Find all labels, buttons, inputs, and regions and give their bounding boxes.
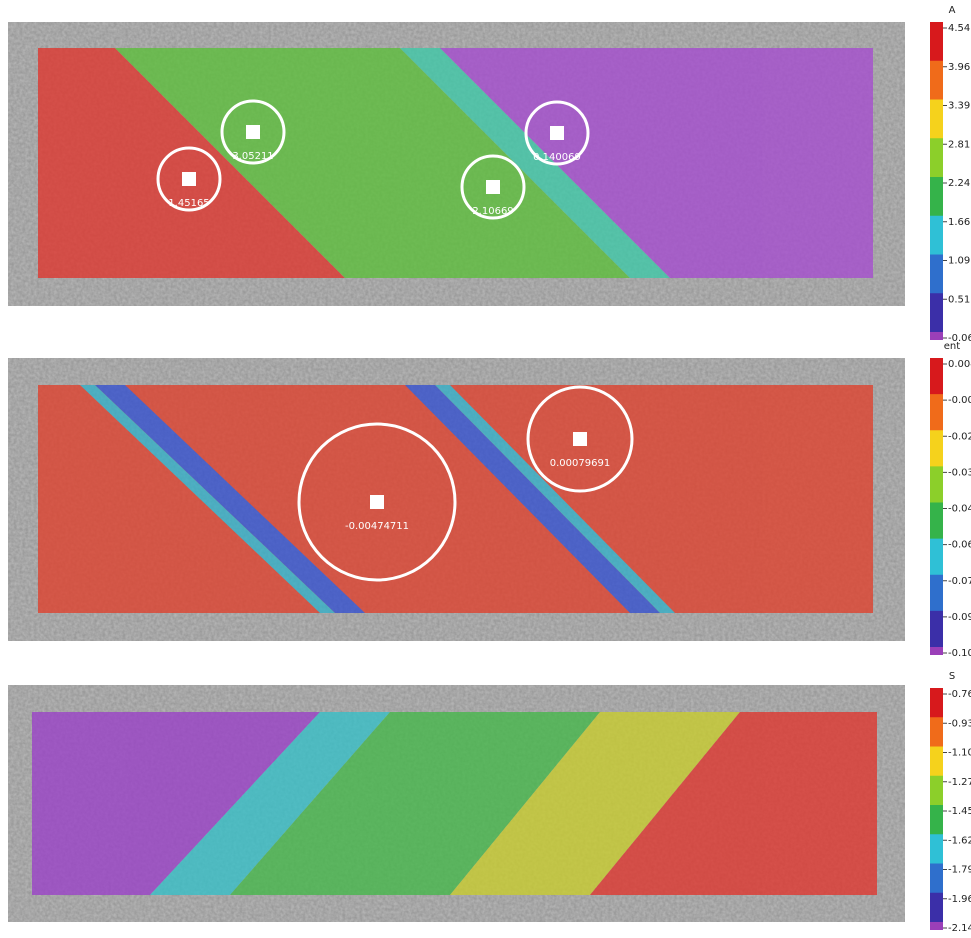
probe-value: 3.05211 bbox=[232, 151, 273, 162]
contour-region bbox=[38, 48, 345, 278]
colorbar-segment bbox=[930, 922, 943, 930]
colorbar-tick-label: -1.795 bbox=[948, 865, 971, 876]
colorbar-label: ent bbox=[944, 341, 960, 352]
colorbar-segment bbox=[930, 746, 943, 777]
colorbar-segment bbox=[930, 332, 943, 340]
probe-marker bbox=[550, 126, 564, 140]
colorbar-tick-label: 0.515 bbox=[948, 294, 971, 305]
colorbar-tick-label: 2.815 bbox=[948, 139, 971, 150]
contour-overlay bbox=[32, 712, 877, 895]
contour-region bbox=[95, 385, 365, 613]
colorbar-segment bbox=[930, 610, 943, 648]
colorbar-tick-label: -1.2775 bbox=[948, 777, 971, 788]
colorbar-segment bbox=[930, 775, 943, 806]
colorbar-tick-label: -0.9325 bbox=[948, 718, 971, 729]
colorbar-tick-label: -1.6225 bbox=[948, 835, 971, 846]
contour-region bbox=[405, 385, 660, 613]
contour-region bbox=[450, 712, 740, 895]
colorbar-segment bbox=[930, 394, 943, 432]
colorbar-segment bbox=[930, 805, 943, 836]
colorbar-tick-label: 1.665 bbox=[948, 217, 971, 228]
colorbar-tick-label: -1.45 bbox=[948, 806, 971, 817]
colorbar-tick-label: 3.39 bbox=[948, 101, 970, 112]
probe-marker bbox=[573, 432, 587, 446]
colorbar-segment bbox=[930, 22, 943, 62]
colorbar-segment bbox=[930, 138, 943, 178]
contour-region bbox=[440, 48, 873, 278]
contour-region bbox=[115, 48, 630, 278]
colorbar-segment bbox=[930, 834, 943, 865]
contour-region bbox=[230, 712, 600, 895]
colorbar-tick-label: -0.0495 bbox=[948, 504, 971, 515]
colorbar-tick-label: 2.24 bbox=[948, 178, 970, 189]
colorbar-tick-label: -0.036 bbox=[948, 467, 971, 478]
colorbar-label: S bbox=[949, 671, 955, 682]
probe-value: 0.00079691 bbox=[550, 458, 610, 469]
probe-circle bbox=[220, 99, 286, 165]
colorbar-tick-label: -0.0225 bbox=[948, 431, 971, 442]
colorbar-segment bbox=[930, 358, 943, 396]
probe-marker bbox=[370, 495, 384, 509]
colorbar-segment bbox=[930, 688, 943, 719]
colorbar-segment bbox=[930, 430, 943, 468]
colorbar-tick-label: 1.09 bbox=[948, 256, 970, 267]
contour-region bbox=[80, 385, 335, 613]
contour-region bbox=[400, 48, 670, 278]
probe-marker bbox=[246, 125, 260, 139]
contour-region bbox=[32, 712, 320, 895]
colorbar-tick-label: -1.9675 bbox=[948, 894, 971, 905]
contour-region bbox=[150, 712, 390, 895]
colorbar-segment bbox=[930, 863, 943, 894]
colorbar-segment bbox=[930, 254, 943, 295]
colorbar-tick-label: -2.14 bbox=[948, 923, 971, 934]
probe-circle bbox=[460, 154, 526, 220]
colorbar-segment bbox=[930, 293, 943, 333]
probe-circle bbox=[526, 385, 634, 493]
probe-circle bbox=[524, 100, 590, 166]
probe-value: -0.00474711 bbox=[345, 521, 409, 532]
colorbar-tick-label: -0.063 bbox=[948, 540, 971, 551]
colorbar-tick-label: 3.965 bbox=[948, 62, 971, 73]
colorbar-segment bbox=[930, 892, 943, 923]
colorbar-segment bbox=[930, 466, 943, 504]
panel: S -0.76 -0.9325 -1.105 -1.2775 -1.45 -1.6225 -1… bbox=[8, 671, 971, 934]
colorbar-tick-label: -0.76 bbox=[948, 689, 971, 700]
probe-marker bbox=[486, 180, 500, 194]
colorbar-tick-label: -0.1035 bbox=[948, 648, 971, 659]
probe-circle bbox=[297, 422, 457, 582]
colorbar-tick-label: -0.06 bbox=[948, 333, 971, 344]
probe-value: 1.45165 bbox=[168, 198, 209, 209]
colorbar-segment bbox=[930, 538, 943, 576]
probe-circle bbox=[156, 146, 222, 212]
probe-value: 2.10669 bbox=[472, 206, 513, 217]
colorbar-segment bbox=[930, 647, 943, 655]
colorbar-tick-label: 4.54 bbox=[948, 23, 970, 34]
colorbar-segment bbox=[930, 215, 943, 256]
colorbar-segment bbox=[930, 574, 943, 612]
panel: 1.45165 3.05211 2.10669 0.140069 A 4.54 3.965 3… bbox=[8, 5, 971, 344]
contour-region bbox=[435, 385, 675, 613]
colorbar-segment bbox=[930, 177, 943, 217]
colorbar-segment bbox=[930, 99, 943, 140]
colorbar-segment bbox=[930, 502, 943, 540]
colorbar-tick-label: -0.009 bbox=[948, 395, 971, 406]
colorbar-segment bbox=[930, 60, 943, 101]
probe-marker bbox=[182, 172, 196, 186]
colorbar-tick-label: -0.09 bbox=[948, 612, 971, 623]
contour-region bbox=[590, 712, 877, 895]
panel: -0.00474711 0.00079691 ent 0.0045 -0.009 -0.0… bbox=[8, 341, 971, 659]
colorbar-label: A bbox=[949, 5, 956, 16]
colorbar-tick-label: -1.105 bbox=[948, 748, 971, 759]
colorbar-tick-label: 0.0045 bbox=[948, 359, 971, 370]
colorbar-segment bbox=[930, 717, 943, 748]
probe-value: 0.140069 bbox=[533, 152, 581, 163]
contour-overlay bbox=[38, 48, 873, 278]
colorbar-tick-label: -0.0765 bbox=[948, 576, 971, 587]
